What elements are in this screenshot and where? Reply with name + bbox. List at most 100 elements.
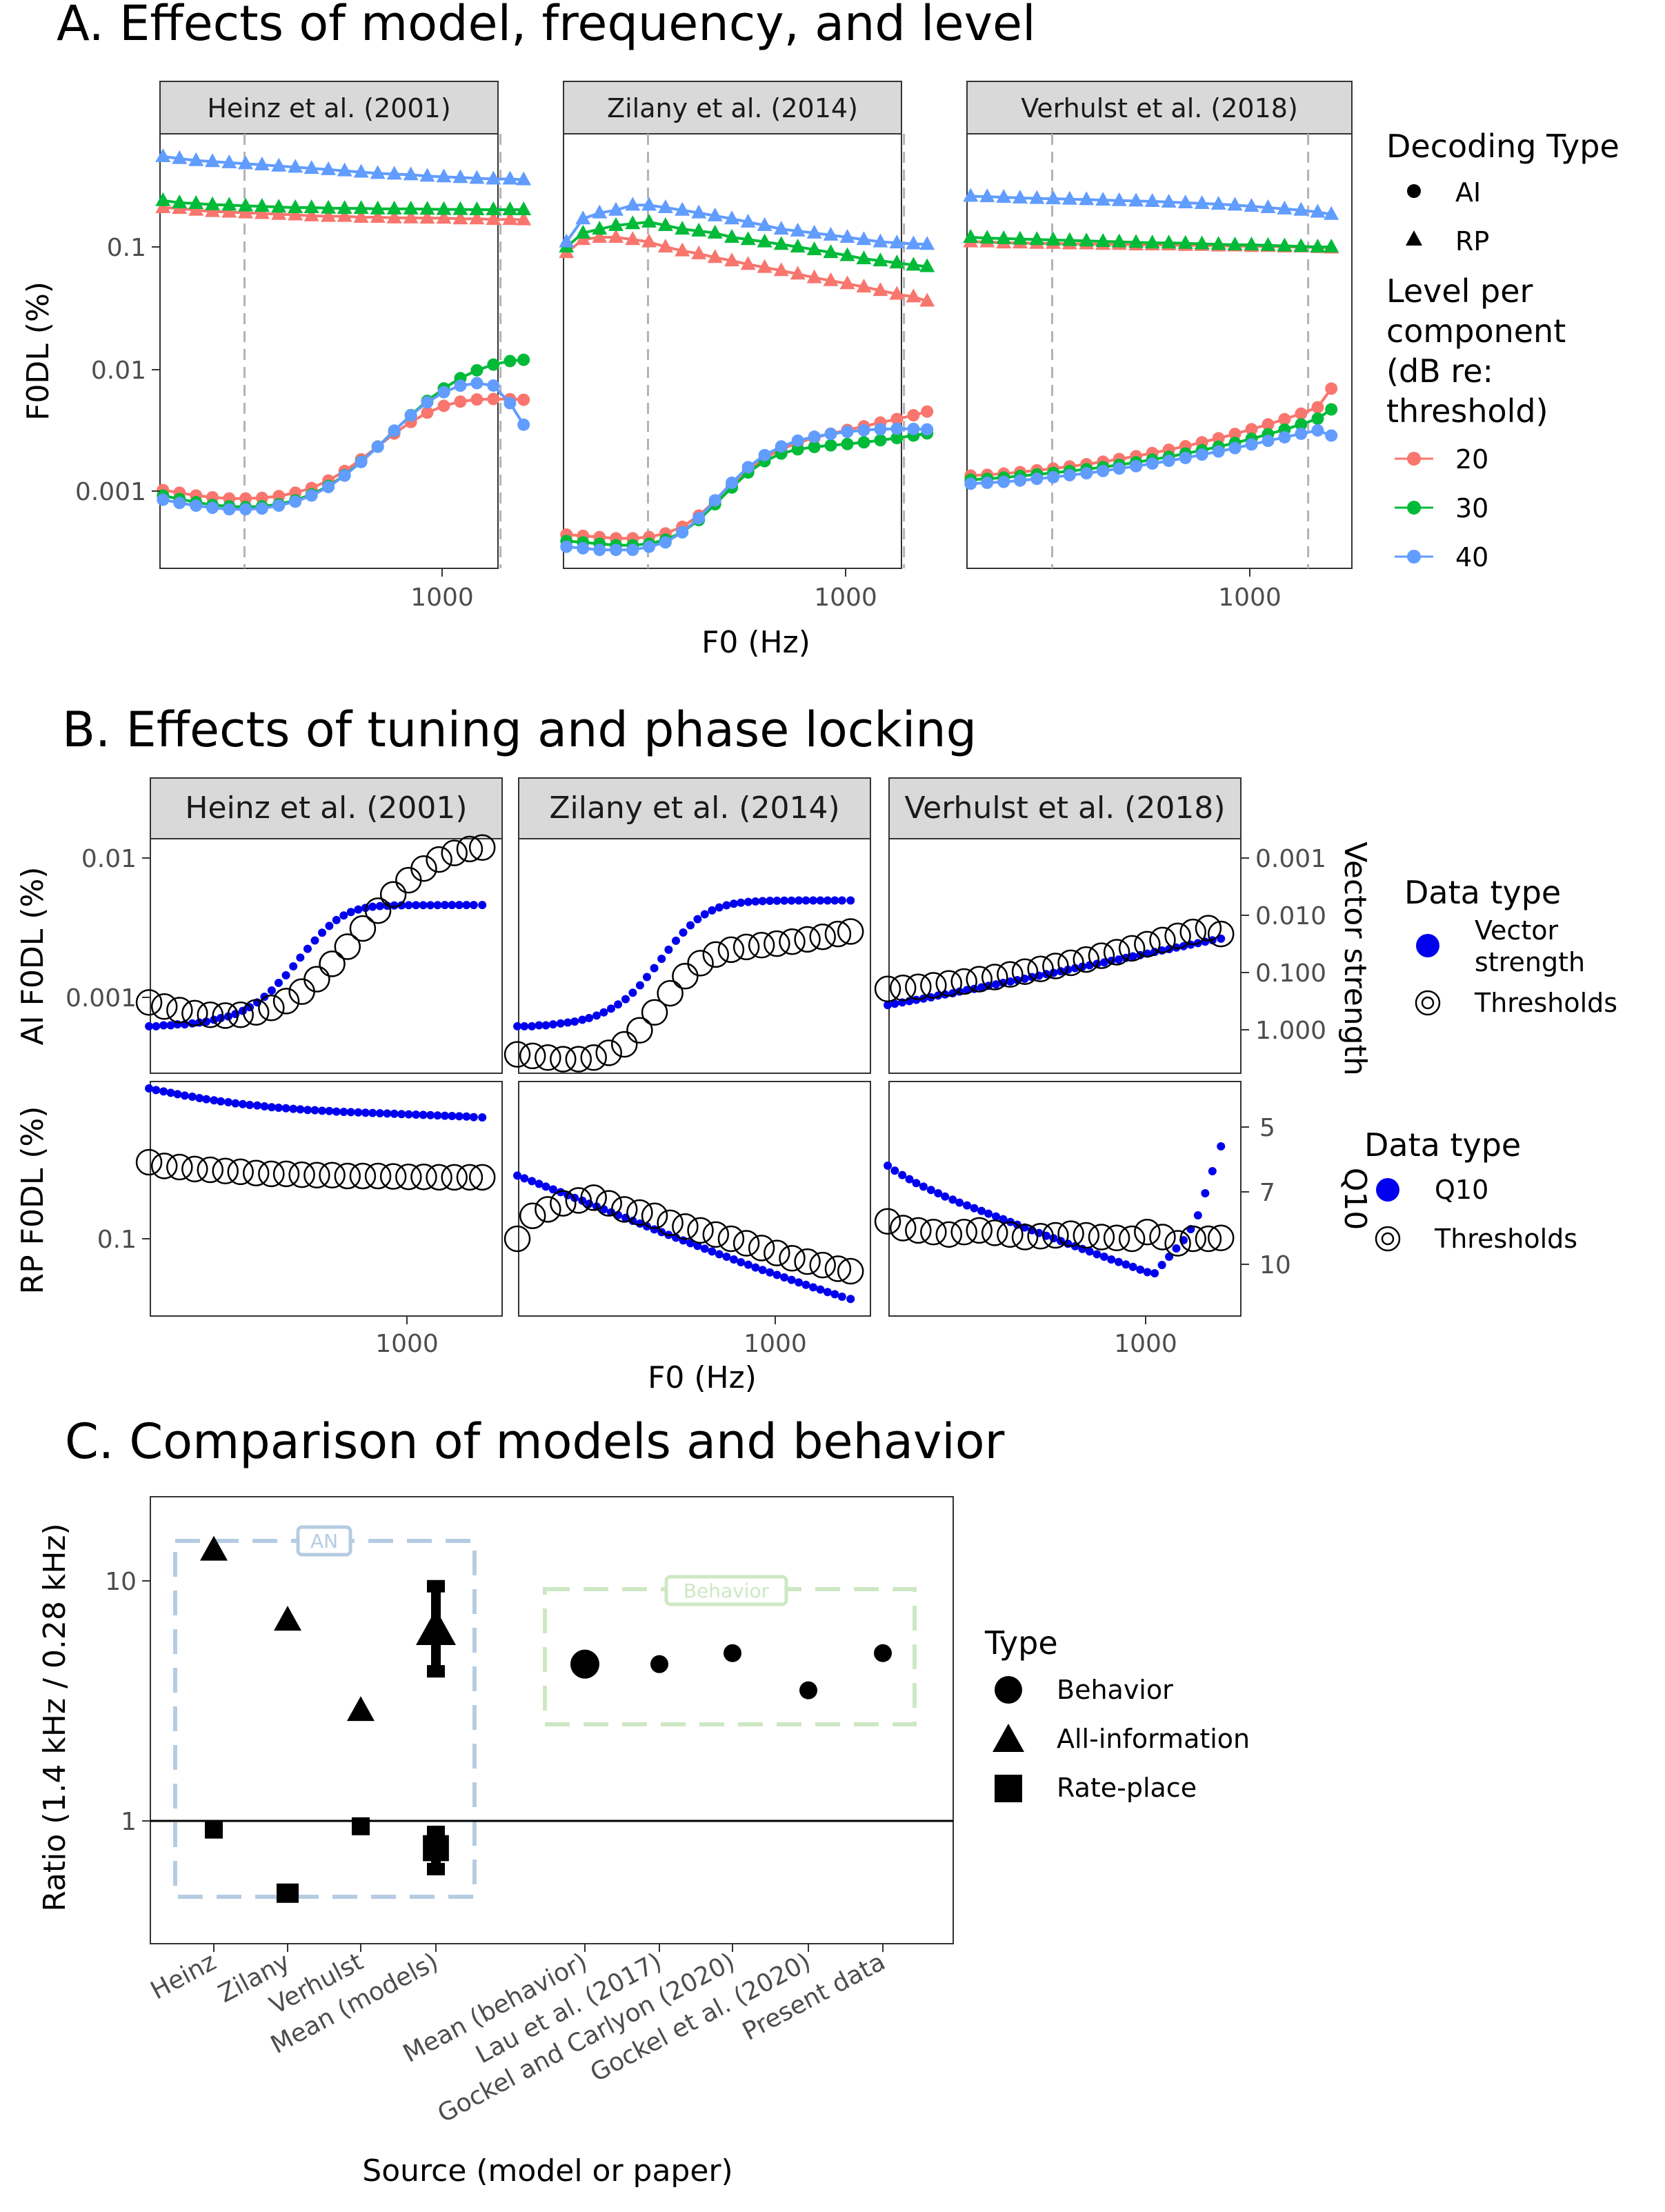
data-point (469, 210, 485, 225)
behavior-group-box: Behavior (543, 1575, 917, 1726)
q10-point (823, 1288, 832, 1297)
threshold-point (874, 975, 901, 1002)
data-point (172, 194, 188, 208)
q10-point (801, 1280, 810, 1289)
threshold-point (981, 1219, 1008, 1246)
q10-point (795, 1278, 804, 1287)
threshold-point (748, 1235, 775, 1262)
q10-point (970, 1204, 979, 1213)
data-point (676, 526, 689, 539)
q10-point (837, 1293, 846, 1301)
plot-area (150, 1496, 954, 1944)
threshold-point (874, 1208, 901, 1235)
threshold-point (1073, 1222, 1100, 1249)
data-point (1245, 438, 1258, 451)
data-point (740, 256, 756, 270)
data-point (824, 428, 837, 441)
x-tick-label: 1000 (1218, 584, 1282, 612)
data-point (610, 544, 623, 557)
data-point (370, 208, 386, 223)
vector-strength-point (693, 915, 702, 924)
data-point (238, 155, 254, 170)
data-point (857, 424, 870, 437)
data-point (824, 439, 837, 452)
data-point (790, 266, 806, 280)
vector-strength-point (462, 901, 471, 910)
data-point (964, 477, 977, 490)
threshold-point (687, 1217, 714, 1244)
threshold-point (626, 1017, 653, 1044)
data-point (592, 204, 608, 219)
vector-strength-point (890, 999, 899, 1008)
data-point (889, 286, 905, 300)
panel-b-marks (135, 834, 1235, 1304)
data-point (981, 476, 994, 489)
q10-point (1114, 1257, 1123, 1266)
data-point (890, 412, 904, 426)
vector-strength-point (1217, 934, 1226, 943)
threshold-point (1057, 1220, 1084, 1247)
threshold-point (212, 1157, 239, 1185)
vector-strength-point (722, 901, 731, 910)
threshold-point (288, 1161, 315, 1188)
vector-strength-point (448, 901, 457, 910)
threshold-point (702, 1221, 730, 1248)
q10-point (1150, 1269, 1159, 1277)
threshold-point (764, 1239, 790, 1266)
threshold-point (504, 1225, 531, 1253)
data-point (608, 217, 624, 231)
data-point (806, 241, 822, 255)
threshold-point (426, 846, 452, 873)
vector-strength-point (700, 910, 709, 919)
threshold-point (272, 988, 300, 1015)
data-point (452, 201, 468, 215)
data-point (288, 206, 303, 221)
threshold-point (580, 1044, 607, 1071)
data-point (223, 503, 236, 516)
q10-point (318, 1106, 327, 1115)
data-point (421, 396, 434, 409)
panel-c-ylabel: Ratio (1.4 kHz / 0.28 kHz) (37, 1523, 72, 1911)
threshold-point (441, 839, 468, 866)
q10-point (830, 1290, 839, 1299)
vector-strength-point (671, 936, 680, 945)
data-point (560, 540, 573, 553)
panel-a-ylabel: F0DL (%) (21, 281, 56, 421)
all-information-point (416, 1608, 456, 1646)
data-point (1080, 467, 1093, 480)
q10-point (289, 1104, 298, 1113)
data-point (641, 197, 657, 211)
threshold-point (535, 1196, 561, 1223)
q10-point (541, 1182, 550, 1191)
threshold-point (641, 1202, 668, 1229)
data-point (979, 230, 995, 244)
threshold-point (379, 881, 407, 908)
vector-strength-point (1128, 952, 1137, 961)
data-point (1061, 232, 1077, 246)
threshold-point (1103, 1224, 1130, 1251)
data-point (487, 358, 500, 371)
data-point (403, 166, 419, 181)
data-point (1277, 237, 1293, 252)
legend-item: Thresholds (1474, 988, 1617, 1018)
threshold-point (212, 1002, 239, 1029)
q10-point (1217, 1142, 1226, 1150)
data-point (1111, 233, 1127, 248)
vector-strength-point (419, 901, 428, 910)
legend-title: Level per (1386, 272, 1533, 310)
q10-point (397, 1110, 406, 1119)
threshold-point (997, 961, 1024, 988)
legend-title: component (1386, 312, 1566, 350)
panel-b-legend-top: Data type Vector strength Thresholds (1404, 874, 1617, 1018)
q10-point (948, 1195, 957, 1204)
vector-strength-point (772, 896, 781, 905)
vector-strength-point (635, 981, 644, 990)
threshold-point (468, 834, 496, 861)
behavior-box-label: Behavior (684, 1580, 770, 1602)
an-box-label: AN (310, 1530, 338, 1553)
data-point (353, 208, 369, 223)
threshold-point (519, 1042, 546, 1070)
q10-point (744, 1260, 752, 1269)
panel-a-legend-level: Level per component (dB re: threshold) 2… (1386, 272, 1566, 572)
